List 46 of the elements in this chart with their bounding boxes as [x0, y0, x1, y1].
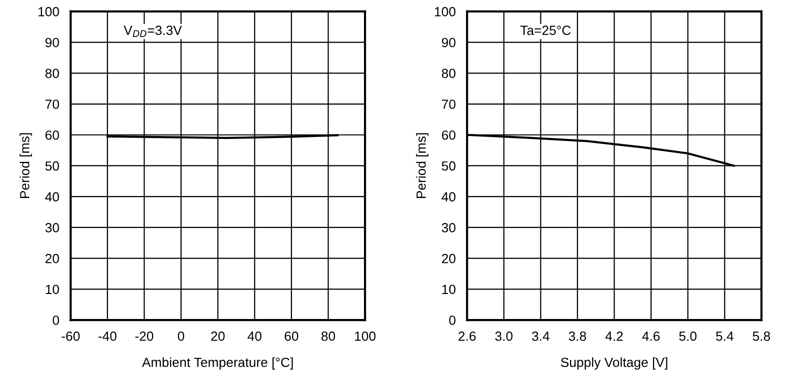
y-tick-label: 40: [45, 192, 60, 202]
y-tick-label: 30: [442, 223, 456, 232]
x-tick-label: 4.2: [605, 332, 623, 341]
y-tick-label: 0: [52, 316, 60, 325]
y-tick-label: 30: [45, 223, 60, 232]
annotation: Ta=25°C: [520, 26, 571, 36]
y-tick-label: 80: [442, 68, 456, 78]
x-tick-label: 40: [248, 332, 262, 341]
y-tick-label: 0: [449, 316, 456, 325]
y-tick-label: 50: [442, 161, 456, 171]
x-tick-label: 80: [321, 332, 336, 341]
x-tick-label: -60: [62, 332, 80, 341]
y-tick-label: 10: [46, 284, 60, 294]
y-tick-label: 60: [46, 130, 60, 140]
y-tick-label: 70: [442, 100, 456, 109]
x-axis-title: Supply Voltage [V]: [560, 357, 668, 370]
x-axis-title: Ambient Temperature [°C]: [142, 357, 293, 370]
x-tick-label: 100: [355, 332, 376, 341]
x-tick-label: 3.8: [568, 332, 586, 341]
y-tick-label: 100: [38, 6, 60, 16]
x-tick-label: 5.0: [679, 332, 697, 341]
x-tick-label: 4.6: [642, 332, 660, 341]
x-tick-label: 60: [284, 332, 298, 341]
y-tick-label: 90: [45, 38, 60, 48]
x-tick-label: 0: [178, 332, 184, 341]
annotation: V$_{DD}$=3.3V: [124, 26, 182, 38]
y-tick-label: 50: [45, 161, 60, 171]
y-axis-title: Period [ms]: [20, 133, 32, 198]
x-tick-label: 5.8: [752, 332, 770, 341]
x-tick-label: 2.6: [458, 332, 476, 341]
y-axis-title: Period [ms]: [416, 133, 428, 198]
y-tick-label: 40: [442, 192, 456, 202]
x-tick-label: -40: [98, 332, 116, 341]
y-tick-label: 80: [45, 68, 60, 78]
x-tick-label: 20: [211, 332, 225, 341]
y-tick-label: 60: [442, 130, 456, 140]
y-tick-label: 20: [442, 254, 456, 264]
x-tick-label: 3.4: [532, 332, 550, 341]
y-tick-label: 70: [46, 100, 60, 109]
x-tick-label: 3.0: [495, 332, 513, 341]
y-tick-label: 20: [46, 254, 60, 264]
y-tick-label: 100: [434, 6, 456, 16]
y-tick-label: 10: [442, 284, 456, 294]
x-tick-label: -20: [135, 332, 154, 341]
x-tick-label: 5.4: [716, 332, 734, 341]
y-tick-label: 90: [442, 38, 456, 48]
